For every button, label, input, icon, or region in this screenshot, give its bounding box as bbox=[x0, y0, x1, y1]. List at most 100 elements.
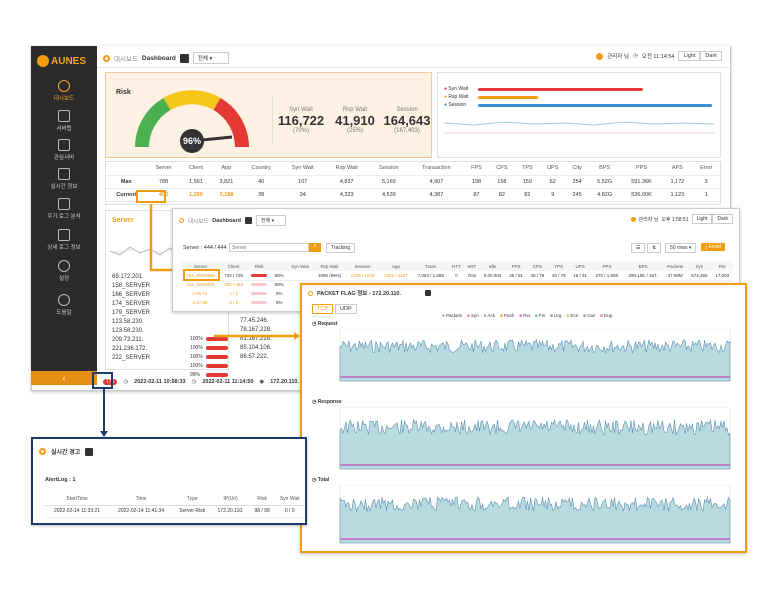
sidebar-item-settings[interactable]: 설정 bbox=[31, 260, 97, 282]
status-footer: 776 ◷ 2022-02-11 10:58:33 ◷ 2022-02-11 11:… bbox=[97, 375, 397, 389]
sidebar-label: 관심서버 bbox=[53, 155, 75, 161]
sidebar-item-servermap[interactable]: 서버맵 bbox=[31, 110, 97, 132]
tab-tcp[interactable]: TCP bbox=[312, 304, 333, 314]
win2-header-cell[interactable]: SRT bbox=[467, 263, 477, 269]
pause-button[interactable] bbox=[179, 53, 189, 63]
sidebar-item-realtime[interactable]: 실시간 정보 bbox=[31, 168, 97, 190]
alert-header-cell[interactable]: StartTime bbox=[66, 495, 88, 502]
win2-header-cell[interactable]: FPS bbox=[511, 263, 521, 269]
alert-header-cell[interactable]: IP(Url) bbox=[223, 495, 238, 502]
stats-cell: PPS bbox=[635, 165, 647, 172]
pause-button[interactable] bbox=[244, 217, 252, 224]
win2-header-cell[interactable]: TPS bbox=[554, 263, 564, 269]
filter-select[interactable]: 전체 ▾ bbox=[255, 215, 286, 226]
app-logo[interactable]: AUNES bbox=[37, 54, 93, 68]
sidebar-item-periodic-log[interactable]: 주기 로그 분석 bbox=[31, 198, 97, 220]
collapse-sidebar-button[interactable]: ‹ bbox=[31, 371, 97, 385]
win2-header-cell[interactable]: Packets bbox=[667, 263, 684, 269]
server-list-item[interactable]: 123.58.230. bbox=[112, 328, 144, 334]
win2-cell: 18 / 31 bbox=[573, 272, 587, 278]
win2-header-cell[interactable]: Syn bbox=[695, 263, 704, 269]
alert-header-cell[interactable]: Risk bbox=[257, 495, 267, 502]
alert-cell: 172.20.110. bbox=[217, 508, 244, 514]
dark-theme-button[interactable]: Dark bbox=[712, 214, 733, 224]
server-list-item[interactable]: 222_SERVER bbox=[112, 355, 150, 361]
win2-header-cell[interactable] bbox=[271, 261, 287, 271]
legend-swatch: ■ bbox=[499, 313, 503, 318]
win2-header-cell[interactable]: UPS bbox=[575, 263, 585, 269]
stats-cell: 1,250 bbox=[189, 191, 203, 198]
user-name[interactable]: 관리자 님 bbox=[607, 54, 629, 60]
session-stat: Session 164,643 (167,403) bbox=[382, 107, 432, 134]
server-list-item[interactable]: 166_SERVER bbox=[112, 292, 150, 298]
stats-cell: Error bbox=[700, 165, 713, 172]
user-name[interactable]: 관리자 님 bbox=[638, 216, 659, 223]
win2-header-cell[interactable]: CPS bbox=[532, 263, 543, 269]
stats-cell: 402 bbox=[158, 191, 169, 198]
sidebar-item-detail-log[interactable]: 상세 로그 정보 bbox=[31, 229, 97, 251]
dark-theme-button[interactable]: Dark bbox=[700, 51, 722, 61]
win2-header-cell[interactable]: BPS bbox=[638, 263, 648, 269]
sidebar-item-help[interactable]: 도움말 bbox=[31, 294, 97, 316]
sidebar-item-dashboard[interactable]: 대시보드 bbox=[31, 80, 97, 102]
win2-header-cell[interactable]: Client bbox=[227, 263, 240, 269]
win2-header-cell[interactable]: Syn Wait bbox=[291, 263, 309, 269]
alert-header-cell[interactable]: Type bbox=[186, 495, 198, 502]
win2-header-cell[interactable]: PPS bbox=[602, 263, 612, 269]
tab-udp[interactable]: UDP bbox=[335, 304, 357, 314]
win2-cell: 7,063 / 1,558 bbox=[417, 272, 444, 278]
search-button[interactable]: ⌕ bbox=[309, 243, 321, 252]
excel-button[interactable]: ⤓ Excel bbox=[701, 243, 725, 251]
stats-header: Server Client App Country Syn Wait Rsp Wait Se… bbox=[106, 162, 720, 175]
server-list-item[interactable]: 174_SERVER bbox=[112, 301, 150, 307]
ip-list-item[interactable]: 85.104.106. bbox=[240, 345, 272, 351]
alert-header-cell[interactable]: Time bbox=[135, 495, 147, 502]
win2-row[interactable]: 242_SERVER 392 / 484 59% bbox=[181, 280, 733, 289]
ip-list-item[interactable]: 81.167.228. bbox=[240, 336, 272, 342]
sidebar-label: 주기 로그 분석 bbox=[47, 214, 81, 220]
light-theme-button[interactable]: Light bbox=[678, 51, 701, 61]
pause-button[interactable] bbox=[425, 290, 431, 296]
server-list-item[interactable]: 179_SERVER bbox=[112, 310, 150, 316]
server-list-item[interactable]: 209.73.211. bbox=[112, 337, 144, 343]
ip-list-item[interactable]: 77.45.246. bbox=[240, 318, 269, 324]
stats-cell: Syn Wait bbox=[291, 165, 314, 172]
packet-title: PACKET FLAG 정보 - 172.20.110. bbox=[308, 289, 431, 297]
rows-select[interactable]: 50 rows ▾ bbox=[665, 243, 697, 253]
server-list-item[interactable]: 123.58.230. bbox=[112, 319, 144, 325]
win2-header-cell[interactable]: Rst bbox=[718, 263, 726, 269]
win2-header-cell[interactable]: Trans bbox=[425, 263, 437, 269]
win2-header-cell[interactable]: Session bbox=[354, 263, 371, 269]
stat-label: Rsp Wait bbox=[342, 107, 368, 113]
pause-button[interactable] bbox=[85, 447, 94, 456]
win2-header-cell[interactable]: Idle bbox=[488, 263, 497, 269]
sidebar-item-watch-server[interactable]: 관심서버 bbox=[31, 139, 97, 161]
filter-select[interactable]: 전체 ▾ bbox=[192, 52, 229, 64]
win2-header-cell[interactable]: Server bbox=[193, 263, 208, 269]
alert-badge[interactable]: 776 bbox=[103, 379, 118, 385]
server-list-item[interactable]: 158_SERVER bbox=[112, 283, 150, 289]
alert-row[interactable]: 2022-02-14 11:33:21 2022-02-14 11:41:34 Se… bbox=[45, 505, 305, 517]
ip-list-item[interactable]: 78.167.228. bbox=[240, 327, 272, 333]
columns-button[interactable]: ☰ bbox=[631, 243, 646, 253]
pct-label: 100% bbox=[190, 354, 203, 360]
win2-cell: 242_SERVER bbox=[186, 282, 215, 288]
win2-row[interactable]: 4.27.88. 0 / 1 0% bbox=[181, 298, 733, 307]
sort-button[interactable]: ⇅ bbox=[647, 243, 662, 253]
server-search-input[interactable] bbox=[229, 243, 309, 252]
legend-label: Rsp Wait bbox=[448, 94, 469, 100]
win2-header-cell[interactable]: Risk bbox=[254, 263, 264, 269]
alert-cell: 2022-02-14 11:33:21 bbox=[54, 508, 101, 514]
light-theme-button[interactable]: Light bbox=[691, 214, 713, 224]
ip-list-item[interactable]: 86.57.222. bbox=[240, 354, 269, 360]
win2-row[interactable]: 4.28.71. 1 / 1 0% bbox=[181, 289, 733, 298]
win2-row[interactable]: 222_SERVER 732 / 735 58% 1898 (99%) 1208 / 1… bbox=[181, 271, 733, 280]
stats-cell: 40 bbox=[258, 178, 265, 185]
win2-header-cell[interactable]: App bbox=[391, 263, 400, 269]
alert-header-cell[interactable]: Syn Wait bbox=[279, 495, 300, 502]
server-list-item[interactable]: 69.172.201. bbox=[112, 274, 144, 280]
win2-header-cell[interactable]: Rsp Wait bbox=[320, 263, 339, 269]
server-list-item[interactable]: 221.236.172. bbox=[112, 346, 148, 352]
tracking-button[interactable]: Tracking bbox=[326, 243, 355, 253]
win2-header-cell[interactable]: RTT bbox=[452, 263, 461, 269]
